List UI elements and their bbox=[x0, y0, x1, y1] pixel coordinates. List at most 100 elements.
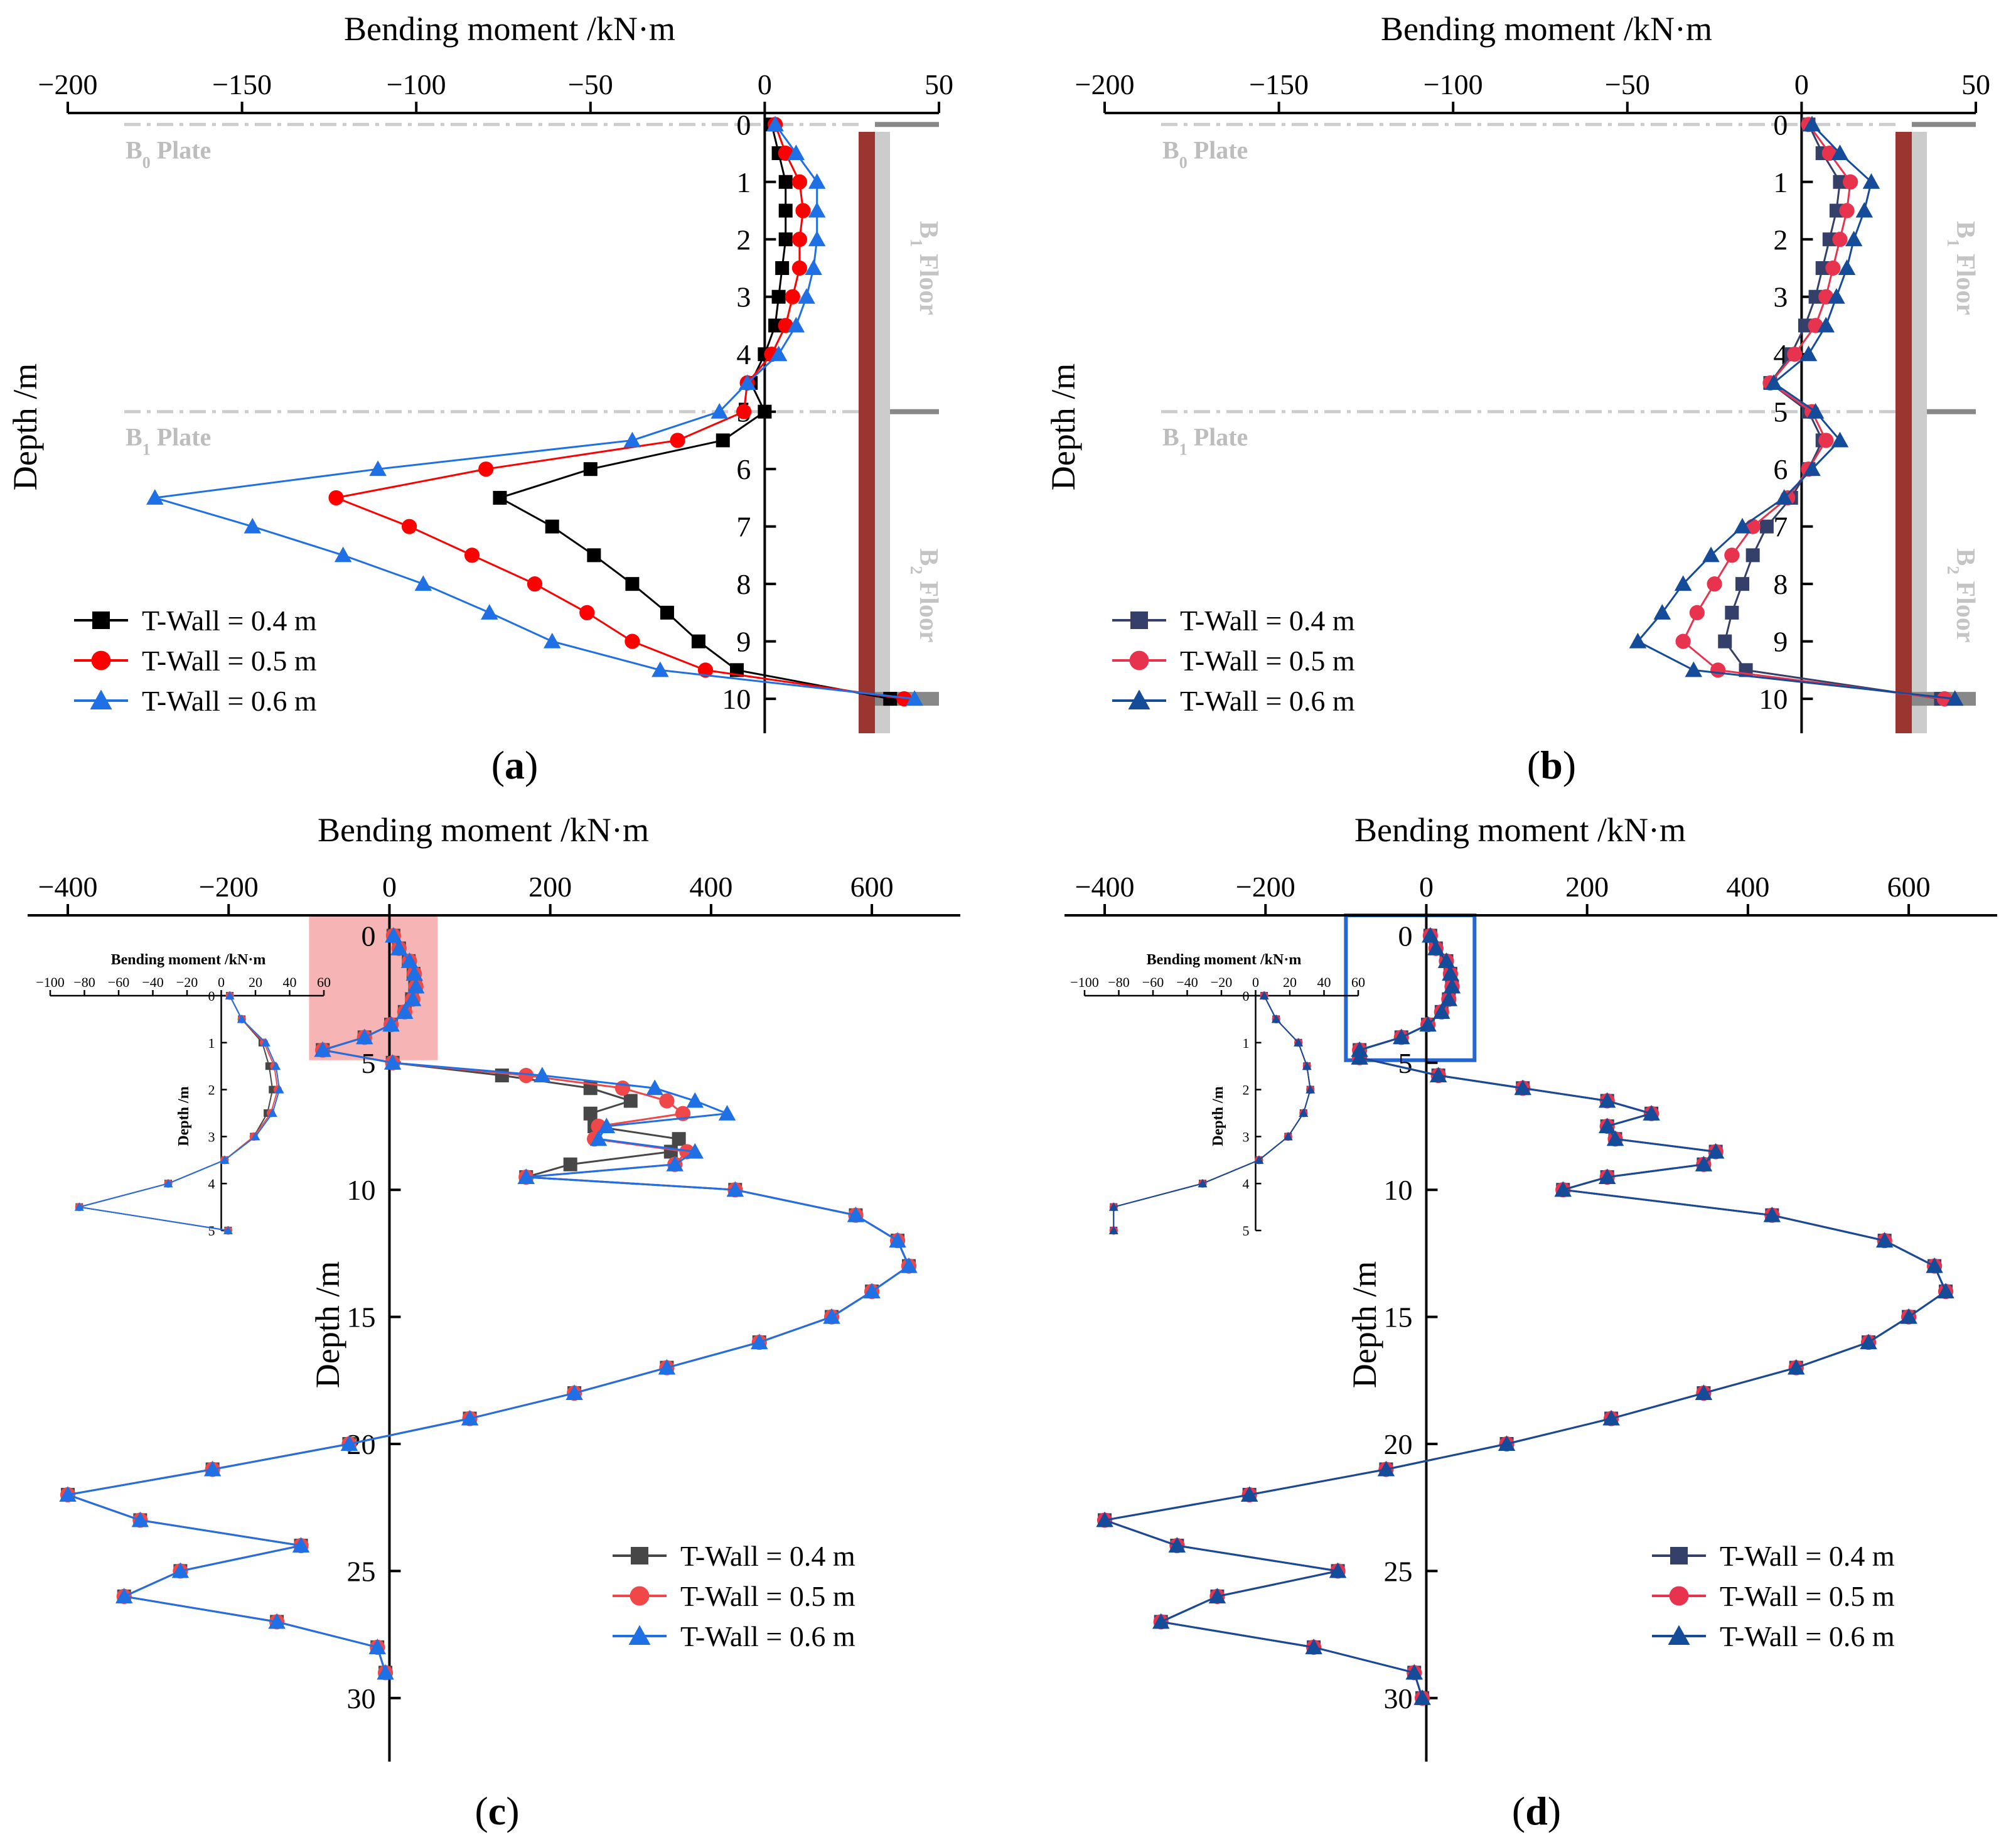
data-point bbox=[566, 1384, 583, 1401]
data-point bbox=[1377, 1460, 1395, 1477]
data-point bbox=[1900, 1308, 1917, 1324]
data-point bbox=[203, 1460, 222, 1477]
data-point bbox=[1787, 1359, 1805, 1375]
y-tick-label: 2 bbox=[1773, 223, 1788, 256]
panel-caption: (c) bbox=[475, 1789, 519, 1833]
inset-x-tick-label: −40 bbox=[142, 974, 163, 990]
inset-data-point bbox=[74, 1202, 84, 1211]
data-point bbox=[356, 1028, 373, 1045]
data-point bbox=[1803, 460, 1821, 477]
inset-data-point bbox=[271, 1061, 281, 1070]
legend-label: T-Wall = 0.6 m bbox=[680, 1620, 855, 1652]
data-point bbox=[1831, 431, 1849, 448]
inset-data-point bbox=[237, 1014, 247, 1023]
data-point bbox=[543, 632, 561, 649]
data-point bbox=[563, 1157, 577, 1171]
data-point bbox=[658, 1359, 676, 1375]
data-point bbox=[478, 461, 494, 477]
data-point bbox=[1862, 173, 1880, 189]
legend-label: T-Wall = 0.5 m bbox=[1720, 1580, 1895, 1612]
data-point bbox=[1707, 1143, 1725, 1159]
y-tick-label: 5 bbox=[1398, 1047, 1412, 1079]
x-tick-label: 400 bbox=[689, 871, 732, 903]
data-point bbox=[407, 977, 425, 994]
data-point bbox=[583, 462, 598, 477]
x-tick-label: −400 bbox=[1075, 871, 1135, 903]
data-point bbox=[1606, 1130, 1624, 1146]
data-point bbox=[726, 1181, 744, 1197]
data-point bbox=[1828, 288, 1845, 304]
inset-data-point bbox=[1306, 1085, 1316, 1094]
inset-data-point bbox=[1254, 1155, 1264, 1164]
inset-y-title: Depth /m bbox=[176, 1086, 192, 1146]
data-point bbox=[1208, 1588, 1226, 1603]
data-point bbox=[1734, 517, 1751, 534]
legend-marker bbox=[628, 1625, 651, 1645]
x-tick-label: −50 bbox=[1605, 68, 1650, 100]
data-point bbox=[738, 374, 756, 390]
data-point bbox=[1437, 952, 1456, 968]
data-point bbox=[328, 490, 344, 506]
panel-caption: (a) bbox=[491, 743, 539, 787]
inset-data-point bbox=[223, 1225, 233, 1234]
data-point bbox=[1822, 232, 1836, 247]
data-point bbox=[771, 289, 786, 304]
data-point bbox=[900, 1257, 918, 1273]
y-tick-label: 2 bbox=[736, 223, 751, 256]
data-point bbox=[1829, 203, 1843, 218]
legend-marker bbox=[1670, 1547, 1688, 1564]
legend-label: T-Wall = 0.5 m bbox=[1180, 645, 1355, 677]
data-point bbox=[651, 661, 669, 677]
data-point bbox=[1554, 1181, 1572, 1197]
data-point bbox=[268, 1613, 286, 1629]
data-point bbox=[1440, 990, 1458, 1006]
data-point bbox=[1498, 1435, 1516, 1451]
data-point bbox=[1405, 1664, 1423, 1680]
inset-data-point bbox=[274, 1085, 284, 1094]
x-tick-label: −200 bbox=[38, 68, 98, 100]
data-point bbox=[1598, 1168, 1616, 1184]
inset-data-point bbox=[267, 1108, 277, 1117]
data-point bbox=[768, 318, 783, 333]
inset-x-title: Bending moment /kN·m bbox=[1147, 952, 1302, 968]
floor-label: B2 Floor bbox=[1944, 548, 1980, 642]
x-tick-label: 0 bbox=[758, 68, 772, 100]
x-tick-label: 600 bbox=[850, 871, 894, 903]
wall-bar-light bbox=[875, 132, 890, 733]
y-axis-title: Depth /m bbox=[6, 363, 44, 490]
y-tick-label: 15 bbox=[1383, 1301, 1412, 1333]
y-tick-label: 0 bbox=[1773, 109, 1788, 141]
data-point bbox=[1815, 261, 1830, 275]
data-point bbox=[785, 289, 800, 304]
data-point bbox=[847, 1206, 865, 1222]
legend-marker bbox=[91, 650, 111, 670]
inset-data-point bbox=[1302, 1061, 1312, 1070]
legend-marker bbox=[1130, 611, 1148, 629]
inset-x-tick-label: −40 bbox=[1176, 974, 1198, 990]
legend: T-Wall = 0.4 m T-Wall = 0.5 m T-Wall = 0.6… bbox=[613, 1540, 855, 1652]
x-tick-label: 600 bbox=[1887, 871, 1931, 903]
legend-label: T-Wall = 0.6 m bbox=[1720, 1620, 1895, 1652]
inset-y-tick-label: 0 bbox=[1243, 988, 1250, 1004]
legend-marker bbox=[1129, 650, 1149, 670]
data-point bbox=[414, 575, 432, 591]
x-tick-label: −50 bbox=[568, 68, 613, 100]
x-tick-label: −200 bbox=[1236, 871, 1295, 903]
data-point bbox=[758, 404, 772, 419]
data-point bbox=[736, 404, 752, 419]
y-axis-title: Depth /m bbox=[1346, 1261, 1383, 1388]
data-point bbox=[1096, 1511, 1113, 1527]
series-2 bbox=[328, 117, 912, 707]
y-tick-label: 10 bbox=[1759, 683, 1788, 715]
data-point bbox=[598, 1117, 616, 1133]
y-tick-label: 0 bbox=[736, 109, 751, 141]
legend-label: T-Wall = 0.5 m bbox=[680, 1580, 855, 1612]
data-point bbox=[1695, 1155, 1713, 1171]
data-point bbox=[314, 1041, 331, 1057]
data-point bbox=[716, 433, 730, 448]
data-point bbox=[1429, 1067, 1447, 1083]
y-tick-label: 8 bbox=[1773, 568, 1788, 600]
data-point bbox=[1799, 345, 1818, 362]
